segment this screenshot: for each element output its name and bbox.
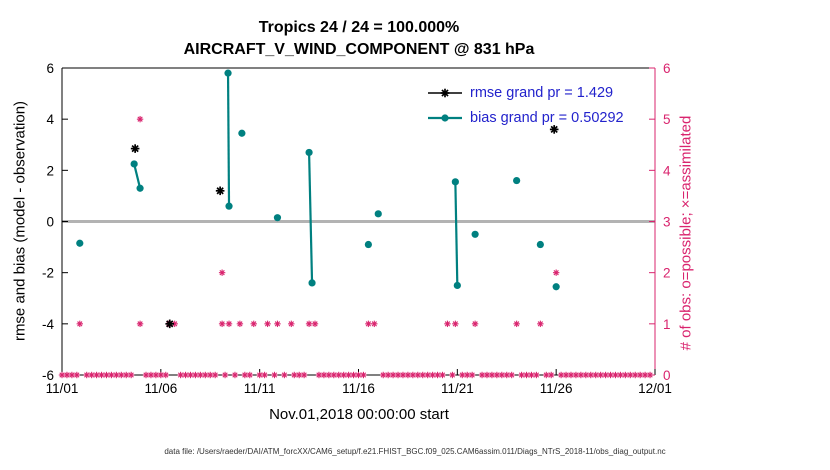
legend-rmse-marker-icon bbox=[443, 91, 447, 95]
bias-point bbox=[130, 160, 138, 168]
bias-point bbox=[364, 240, 372, 249]
legend-label-rmse: rmse grand pr = 1.429 bbox=[470, 85, 614, 101]
bias-point bbox=[451, 178, 459, 186]
bias-point bbox=[471, 230, 479, 238]
x-tick-label: 11/21 bbox=[441, 381, 474, 396]
y-right-tick-label: 3 bbox=[663, 215, 671, 230]
x-tick-label: 11/06 bbox=[144, 381, 177, 396]
rmse-point bbox=[133, 146, 137, 151]
bias-point bbox=[536, 240, 544, 249]
y-right-tick-label: 2 bbox=[663, 266, 671, 281]
chart-title: Tropics 24 / 24 = 100.000% bbox=[258, 19, 460, 36]
y-right-tick-label: 5 bbox=[663, 112, 671, 127]
bias-point bbox=[76, 239, 84, 247]
y-left-tick-label: 4 bbox=[46, 112, 54, 127]
x-tick-label: 12/01 bbox=[638, 381, 672, 396]
chart-subtitle: AIRCRAFT_V_WIND_COMPONENT @ 831 hPa bbox=[183, 41, 535, 58]
y-right-tick-label: 0 bbox=[663, 368, 671, 383]
legend-label-bias: bias grand pr = 0.50292 bbox=[470, 110, 624, 126]
y-left-tick-label: 0 bbox=[46, 215, 54, 230]
bias-point bbox=[308, 279, 316, 287]
y-right-tick-label: 1 bbox=[663, 317, 671, 332]
y-left-tick-label: 2 bbox=[46, 163, 54, 178]
data-file-path: data file: /Users/raeder/DAI/ATM_forcXX/… bbox=[164, 447, 666, 456]
legend-samples bbox=[428, 88, 462, 122]
rmse-point bbox=[218, 189, 222, 193]
bias-point bbox=[305, 148, 313, 157]
bias-point bbox=[136, 184, 144, 192]
y-right-tick-label: 6 bbox=[663, 61, 671, 76]
axes: 6 4 2 0 -2 -4 -611/01 11/06 11/11 11/16 11/21 11/26… bbox=[42, 61, 672, 396]
bias-point bbox=[513, 176, 521, 185]
bias-point bbox=[238, 129, 246, 137]
rmse-point bbox=[552, 127, 556, 132]
y-left-tick-label: -2 bbox=[42, 266, 54, 281]
x-tick-label: 11/26 bbox=[540, 381, 573, 396]
legend-bias-marker-icon bbox=[441, 114, 449, 122]
rmse-point bbox=[167, 322, 172, 326]
y-left-tick-label: -6 bbox=[42, 368, 54, 383]
y-left-tick-label: 6 bbox=[46, 61, 54, 76]
bias-point bbox=[273, 214, 282, 222]
bias-point bbox=[225, 202, 233, 210]
bias-point bbox=[552, 283, 560, 291]
bias-point bbox=[453, 281, 461, 290]
x-tick-label: 11/16 bbox=[342, 381, 375, 396]
rmse-series bbox=[130, 125, 559, 329]
bias-point bbox=[224, 69, 232, 77]
x-tick-label: 11/11 bbox=[244, 381, 276, 396]
right-axis-label: # of obs: o=possible; ×=assimilated bbox=[677, 115, 695, 351]
bias-series bbox=[76, 69, 560, 291]
obs-zero-row bbox=[58, 371, 654, 379]
left-axis-label: rmse and bias (model - observation) bbox=[11, 100, 29, 342]
bias-point bbox=[374, 210, 382, 218]
y-left-tick-label: -4 bbox=[42, 317, 54, 332]
x-axis-label: Nov.01,2018 00:00:00 start bbox=[269, 406, 449, 423]
y-right-tick-label: 4 bbox=[663, 163, 671, 178]
x-tick-label: 11/01 bbox=[46, 381, 79, 396]
